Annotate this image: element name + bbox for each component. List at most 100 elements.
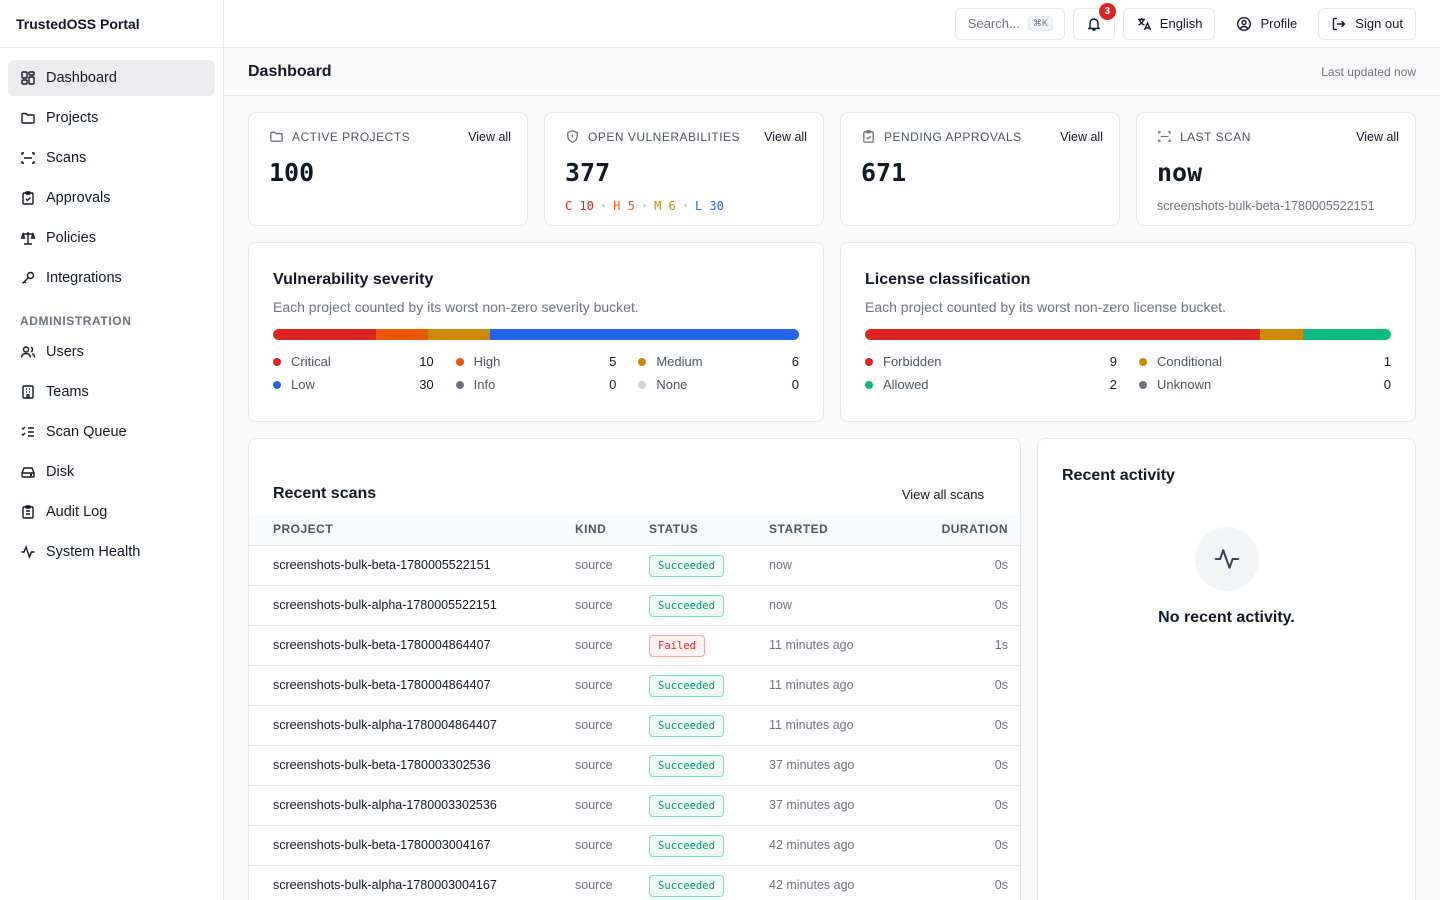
last-updated: Last updated now (1321, 64, 1416, 79)
legend-label: Allowed (883, 377, 929, 392)
view-all-scans-button[interactable]: View all scans (901, 486, 984, 502)
sidebar-item-dashboard[interactable]: Dashboard (8, 60, 215, 96)
started-cell: 37 minutes ago (769, 745, 899, 786)
duration-cell: 1s (899, 625, 1020, 666)
project-name-cell[interactable]: screenshots-bulk-alpha-1780005522151 (249, 585, 575, 626)
legend-item-critical: Critical 10 (273, 354, 434, 369)
legend-item-low: Low 30 (273, 377, 434, 392)
legend-dot (865, 380, 873, 389)
project-name-cell[interactable]: screenshots-bulk-beta-1780005522151 (249, 545, 575, 586)
started-cell: 11 minutes ago (769, 665, 899, 706)
table-row[interactable]: screenshots-bulk-alpha-1780003004167 sour… (249, 865, 1020, 900)
sidebar-item-projects[interactable]: Projects (8, 100, 215, 136)
view-all-vulnerabilities-link[interactable]: View all (764, 129, 807, 144)
project-name-cell[interactable]: screenshots-bulk-beta-1780003004167 (249, 825, 575, 866)
stat-card-open-vulnerabilities: Open vulnerabilities View all 377 C 10 · H… (544, 112, 824, 226)
legend-item-allowed: Allowed 2 (865, 377, 1117, 392)
sidebar-item-integrations[interactable]: Integrations (8, 260, 215, 296)
table-body: screenshots-bulk-beta-1780005522151 sourc… (249, 545, 1020, 900)
legend-label: Unknown (1157, 377, 1212, 392)
kind-cell: source (575, 745, 649, 786)
legend-item-conditional: Conditional 1 (1139, 354, 1391, 369)
card-title: Recent activity (1062, 467, 1175, 484)
table-row[interactable]: screenshots-bulk-alpha-1780003302536 sour… (249, 785, 1020, 826)
sidebar-item-disk[interactable]: Disk (8, 454, 215, 490)
legend-dot (1139, 357, 1147, 366)
view-all-projects-link[interactable]: View all (468, 129, 511, 144)
view-all-scans-link[interactable]: View all (1356, 129, 1399, 144)
started-cell: 11 minutes ago (769, 625, 899, 666)
project-name-cell[interactable]: screenshots-bulk-beta-1780004864407 (249, 665, 575, 706)
table-row[interactable]: screenshots-bulk-beta-1780005522151 sourc… (249, 545, 1020, 586)
language-button[interactable]: English (1122, 7, 1216, 40)
legend-item-high: High 5 (455, 354, 616, 369)
project-name-cell[interactable]: screenshots-bulk-alpha-1780003004167 (249, 865, 575, 900)
sidebar-item-system-health[interactable]: System Health (8, 534, 215, 570)
users-icon (20, 346, 36, 358)
table-row[interactable]: screenshots-bulk-beta-1780004864407 sourc… (249, 625, 1020, 666)
legend-label: Info (473, 377, 496, 392)
list-check-icon (21, 426, 34, 437)
sidebar-item-teams[interactable]: Teams (8, 374, 215, 410)
table-row[interactable]: screenshots-bulk-alpha-1780005522151 sour… (249, 585, 1020, 626)
sign-out-label: Sign out (1355, 16, 1403, 31)
sidebar-item-label: Projects (46, 110, 99, 126)
sidebar-item-users[interactable]: Users (8, 334, 215, 370)
status-badge: Succeeded (649, 715, 724, 737)
stat-card-last-scan: Last scan View all now screenshots-bulk-… (1136, 112, 1416, 226)
stat-card-active-projects: Active projects View all 100 (248, 112, 528, 226)
sidebar-item-scans[interactable]: Scans (8, 140, 215, 176)
sidebar-item-label: Policies (46, 230, 96, 246)
admin-section-label: ADMINISTRATION (20, 314, 132, 328)
column-header: PROJECT (249, 513, 575, 546)
scan-icon (1158, 131, 1171, 142)
legend-count: 0 (791, 377, 799, 392)
status-cell: Succeeded (649, 825, 769, 866)
project-name-cell[interactable]: screenshots-bulk-beta-1780003302536 (249, 745, 575, 786)
folder-icon (21, 112, 35, 124)
legend-item-medium: Medium 6 (638, 354, 799, 369)
stat-label-text: Last scan (1180, 129, 1251, 144)
kind-cell: source (575, 625, 649, 666)
dashboard-icon (21, 71, 35, 85)
project-name-cell[interactable]: screenshots-bulk-beta-1780004864407 (249, 625, 575, 666)
folder-icon (270, 131, 283, 142)
sidebar-item-approvals[interactable]: Approvals (8, 180, 215, 216)
sidebar-item-audit-log[interactable]: Audit Log (8, 494, 215, 530)
sidebar-item-scan-queue[interactable]: Scan Queue (8, 414, 215, 450)
high-count: H 5 (613, 199, 635, 213)
view-all-approvals-link[interactable]: View all (1060, 129, 1103, 144)
table-row[interactable]: screenshots-bulk-beta-1780003004167 sourc… (249, 825, 1020, 866)
sidebar-item-policies[interactable]: Policies (8, 220, 215, 256)
legend-item-unknown: Unknown 0 (1139, 377, 1391, 392)
severity-legend: Critical 10 High 5 Medium 6 Low 30 Info 0 None 0 (249, 340, 823, 392)
notifications-button[interactable]: 3 (1072, 2, 1116, 40)
project-name-cell[interactable]: screenshots-bulk-alpha-1780004864407 (249, 705, 575, 746)
stat-value: 377 (565, 158, 611, 187)
table-row[interactable]: screenshots-bulk-alpha-1780004864407 sour… (249, 705, 1020, 746)
started-cell: now (769, 585, 899, 626)
sidebar-item-label: Audit Log (46, 504, 108, 520)
legend-dot (638, 357, 647, 366)
status-badge: Succeeded (649, 755, 724, 777)
status-cell: Succeeded (649, 745, 769, 786)
legend-label: None (656, 377, 688, 392)
status-badge: Succeeded (649, 595, 724, 617)
bar-segment-forbidden (865, 329, 1260, 340)
key-icon (22, 271, 35, 284)
table-row[interactable]: screenshots-bulk-beta-1780003302536 sourc… (249, 745, 1020, 786)
legend-item-info: Info 0 (455, 377, 616, 392)
project-name-cell[interactable]: screenshots-bulk-alpha-1780003302536 (249, 785, 575, 826)
bar-segment-high (376, 329, 428, 340)
table-row[interactable]: screenshots-bulk-beta-1780004864407 sourc… (249, 665, 1020, 706)
search-button[interactable]: Search... ⌘K (954, 7, 1065, 40)
status-badge: Failed (649, 635, 705, 657)
translate-icon (1137, 17, 1151, 30)
clipboard-check-icon (22, 191, 34, 205)
sign-out-button[interactable]: Sign out (1318, 7, 1416, 40)
legend-count: 30 (419, 377, 434, 392)
recent-scans-table: PROJECT KIND STATUS STARTED DURATION scr… (249, 513, 1020, 900)
stat-label-text: Open vulnerabilities (588, 129, 741, 144)
profile-button[interactable]: Profile (1223, 7, 1311, 40)
stat-value: 671 (861, 158, 907, 187)
